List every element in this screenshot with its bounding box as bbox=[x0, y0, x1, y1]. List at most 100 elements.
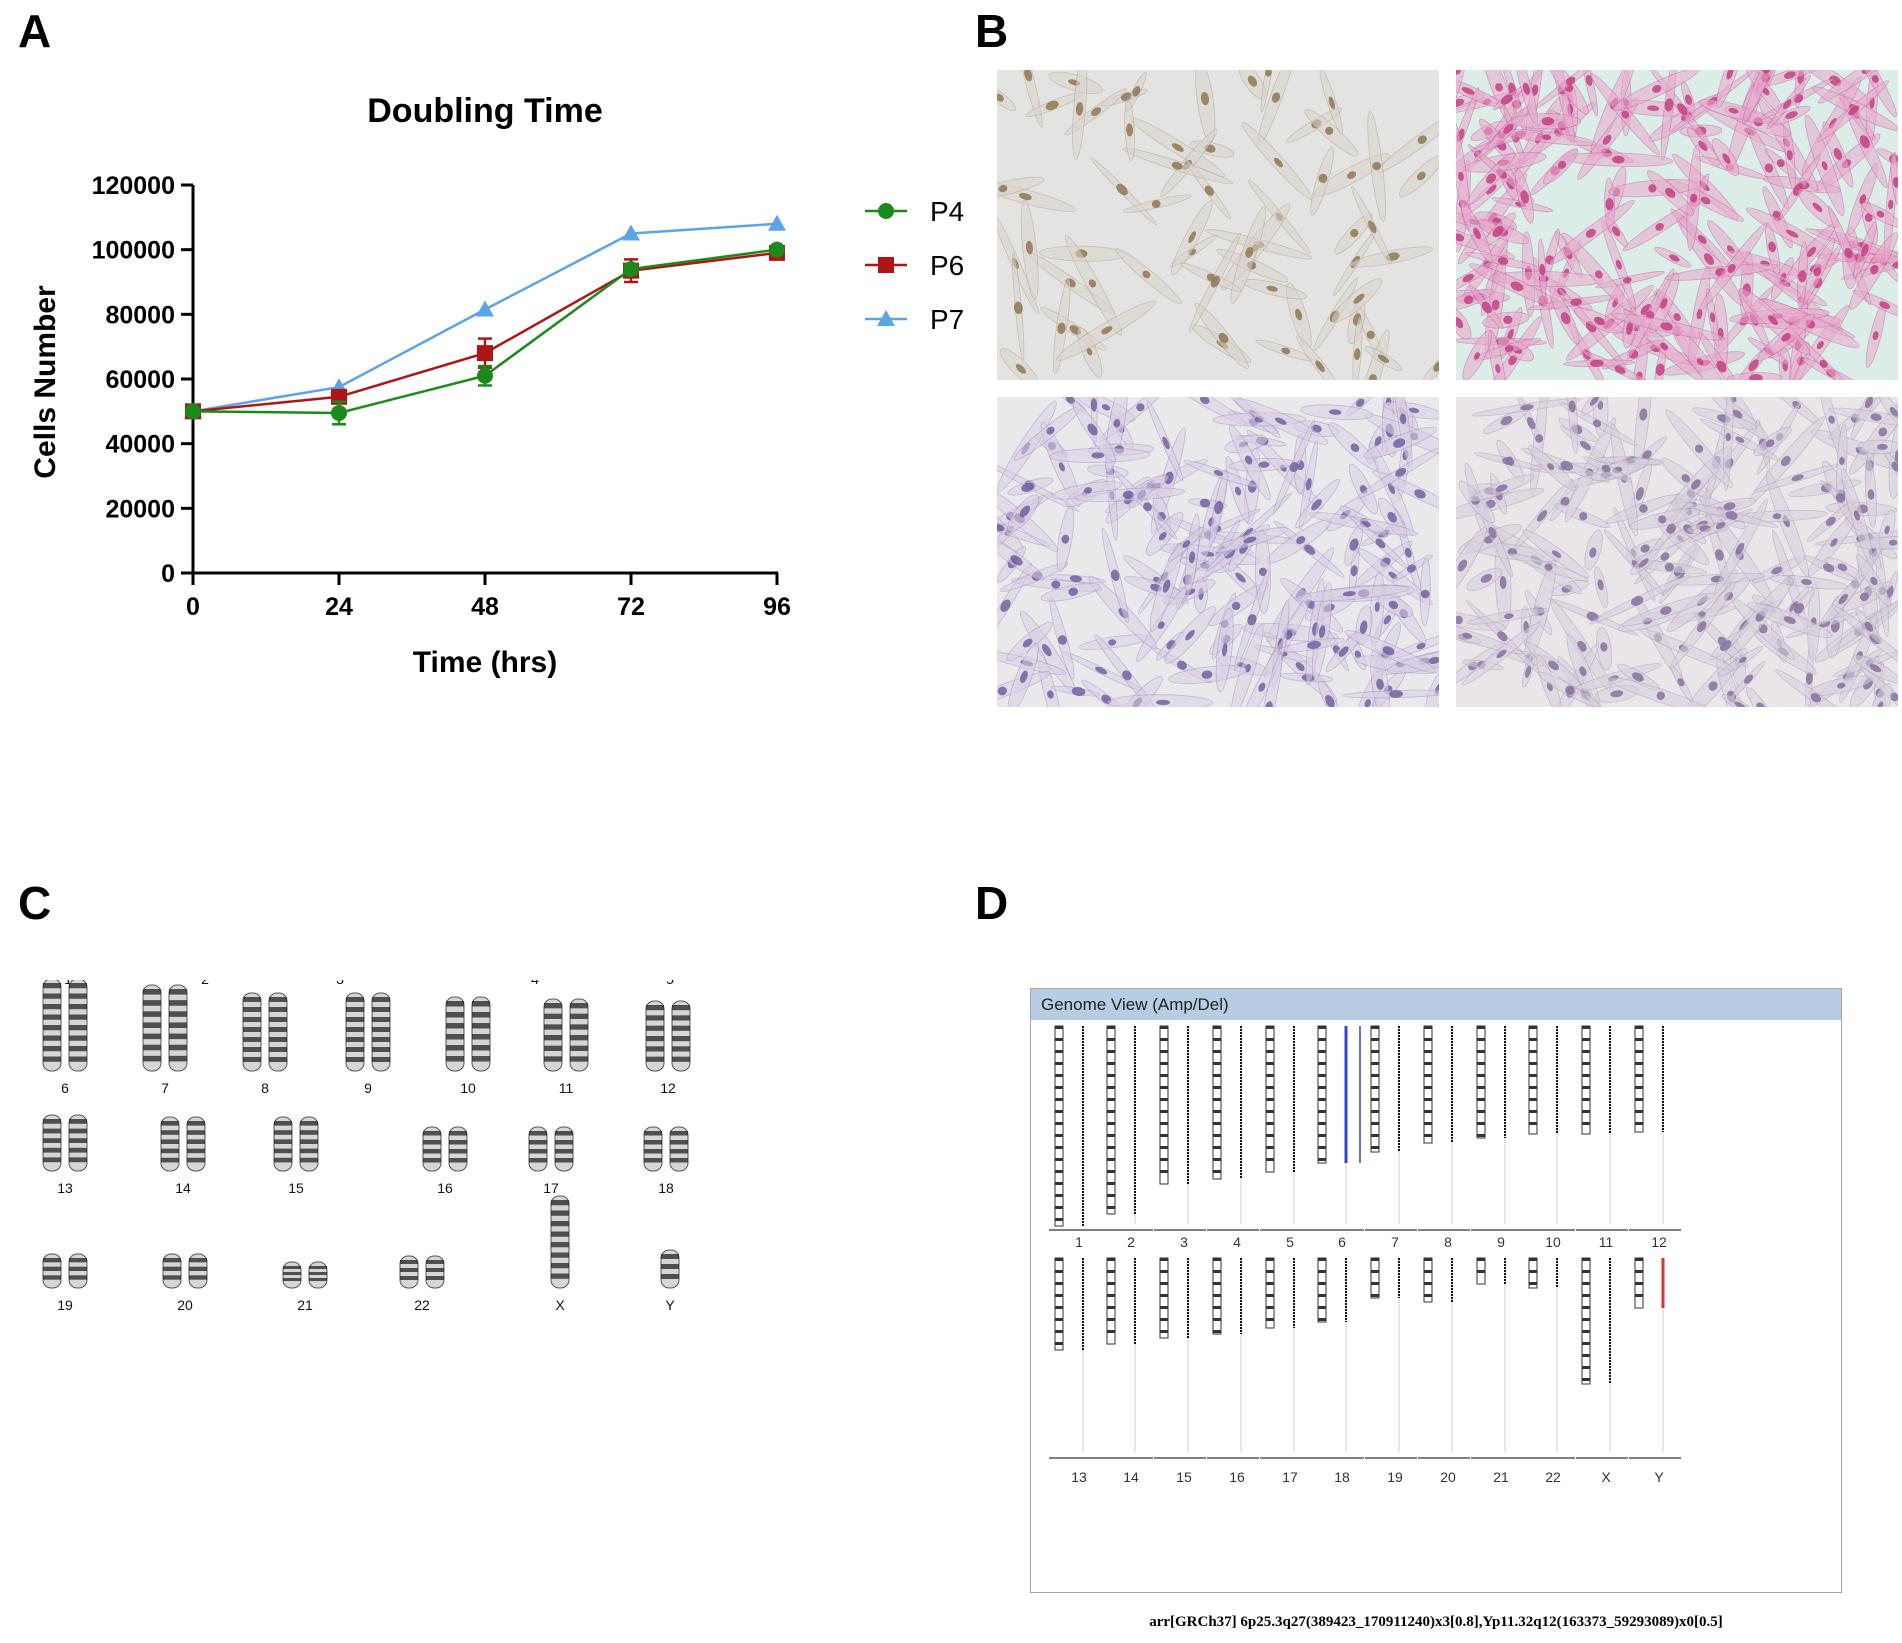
cell bbox=[1821, 575, 1864, 625]
cell bbox=[1528, 445, 1577, 492]
chromosome-pair-19 bbox=[42, 1253, 88, 1289]
cell bbox=[1351, 186, 1392, 265]
genome-label-4: 4 bbox=[1233, 1234, 1241, 1250]
cell bbox=[1698, 332, 1744, 380]
cell bbox=[1230, 206, 1267, 304]
micrograph-pink-stain-image bbox=[1456, 70, 1898, 380]
cell bbox=[1419, 557, 1431, 626]
series-p4 bbox=[185, 241, 785, 426]
cell bbox=[1562, 359, 1636, 367]
cell bbox=[1171, 200, 1213, 276]
genome-chromosome-11: 11 bbox=[1576, 1025, 1628, 1250]
karyotype-label-9: 9 bbox=[364, 1080, 372, 1096]
cell bbox=[1853, 221, 1877, 278]
cell bbox=[1225, 456, 1250, 523]
chromosome-pair-11 bbox=[543, 998, 589, 1072]
cell bbox=[1721, 694, 1755, 707]
cell bbox=[1488, 330, 1507, 380]
karyotype-label-10: 10 bbox=[460, 1080, 476, 1096]
panel-label-b: B bbox=[975, 5, 1009, 57]
cell bbox=[1090, 157, 1157, 226]
cell bbox=[1344, 630, 1436, 673]
cell bbox=[997, 176, 1045, 201]
chart-title: Doubling Time bbox=[367, 92, 602, 130]
cell bbox=[1296, 335, 1347, 380]
cell bbox=[1699, 222, 1767, 311]
genome-label-10: 10 bbox=[1545, 1234, 1561, 1250]
cell bbox=[1559, 402, 1639, 447]
genome-chromosome-19: 19 bbox=[1365, 1257, 1417, 1485]
cell bbox=[1849, 232, 1898, 310]
cell bbox=[1304, 108, 1359, 157]
micrograph-violet-stain-2-image bbox=[1456, 397, 1898, 707]
cell bbox=[1124, 98, 1135, 161]
cell bbox=[1469, 263, 1571, 313]
cell bbox=[1115, 248, 1182, 305]
karyotype-label-1: 1 bbox=[64, 980, 72, 987]
cell bbox=[1040, 583, 1101, 602]
chromosome-pair-y bbox=[660, 1249, 680, 1289]
cell bbox=[1312, 582, 1333, 682]
cell bbox=[1803, 555, 1857, 582]
cell bbox=[1456, 255, 1509, 302]
cell bbox=[1864, 457, 1877, 528]
cell bbox=[1363, 426, 1437, 459]
genome-label-13: 13 bbox=[1071, 1469, 1087, 1485]
chromosome-pair-12 bbox=[645, 1000, 691, 1072]
y-tick-label: 0 bbox=[161, 560, 175, 588]
cell bbox=[1364, 346, 1403, 372]
cell bbox=[1114, 470, 1178, 540]
karyotype-label-19: 19 bbox=[57, 1297, 73, 1313]
karyotype-label-13: 13 bbox=[57, 1180, 73, 1196]
data-point-p7 bbox=[622, 224, 640, 241]
chart-series bbox=[184, 214, 786, 426]
data-point-p4 bbox=[623, 261, 639, 278]
cell bbox=[1855, 608, 1882, 644]
chromosome-pair-7 bbox=[142, 984, 188, 1072]
karyotype-label-22: 22 bbox=[414, 1297, 430, 1313]
karyotype-label-11: 11 bbox=[559, 1080, 574, 1096]
cell bbox=[1352, 316, 1363, 380]
cell bbox=[1194, 302, 1249, 369]
cell bbox=[1611, 313, 1726, 341]
cell bbox=[1456, 527, 1487, 606]
genome-chromosome-12: 12 bbox=[1629, 1025, 1681, 1250]
cell bbox=[1716, 70, 1746, 109]
cell bbox=[1828, 407, 1898, 428]
cell bbox=[1847, 162, 1879, 236]
cell bbox=[1209, 470, 1228, 547]
cell bbox=[1608, 677, 1712, 707]
cell bbox=[1422, 352, 1439, 380]
y-tick-label: 80000 bbox=[105, 301, 175, 329]
cell bbox=[1357, 445, 1439, 499]
genome-chromosome-14: 14 bbox=[1101, 1257, 1153, 1485]
cell bbox=[1537, 671, 1600, 707]
cell bbox=[1561, 232, 1633, 313]
chromosome-pair-21 bbox=[282, 1261, 328, 1289]
cell bbox=[1107, 694, 1213, 707]
chromosome-pair-x bbox=[550, 1195, 570, 1289]
cell bbox=[1753, 426, 1792, 457]
genome-chromosome-18: 18 bbox=[1312, 1257, 1364, 1485]
cell bbox=[1241, 121, 1313, 200]
chromosome-pair-20 bbox=[162, 1253, 208, 1289]
cell bbox=[1543, 148, 1578, 185]
chromosome-pair-17 bbox=[528, 1126, 574, 1172]
cell bbox=[1549, 200, 1635, 265]
cell bbox=[1799, 238, 1835, 307]
cell bbox=[1792, 304, 1850, 380]
genome-view-header: Genome View (Amp/Del) bbox=[1031, 989, 1841, 1020]
cell bbox=[1256, 652, 1283, 707]
cell bbox=[1573, 307, 1623, 334]
genome-chromosome-10: 10 bbox=[1523, 1025, 1575, 1250]
cell bbox=[1612, 70, 1700, 111]
cell bbox=[1456, 609, 1507, 631]
cell bbox=[1806, 498, 1858, 543]
chromosome-pair-15 bbox=[273, 1116, 319, 1172]
genome-label-14: 14 bbox=[1123, 1469, 1139, 1485]
cell bbox=[1566, 634, 1601, 707]
cell bbox=[1072, 400, 1116, 462]
cell bbox=[1841, 468, 1874, 566]
cell bbox=[1295, 478, 1340, 529]
